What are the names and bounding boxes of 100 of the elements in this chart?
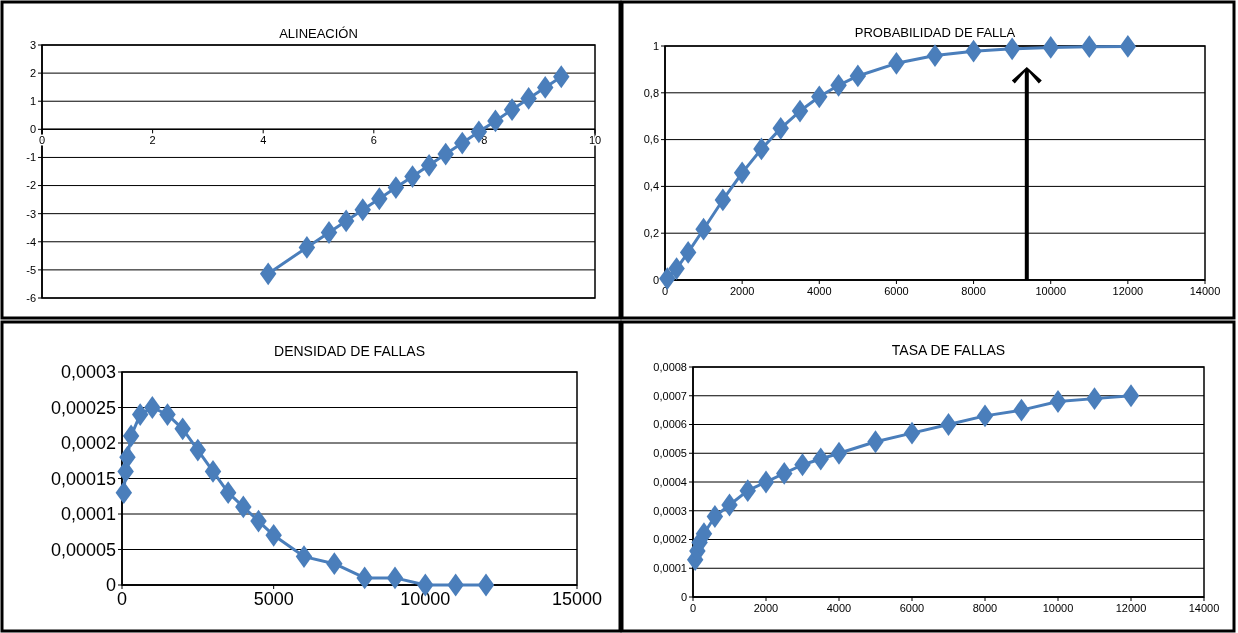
y-tick-label: 0,0002 xyxy=(653,533,687,546)
point xyxy=(371,187,388,211)
point xyxy=(888,51,905,75)
y-tick-label: -5 xyxy=(26,263,36,276)
y-tick-label: 0 xyxy=(105,575,116,596)
point xyxy=(679,240,697,264)
point xyxy=(250,509,267,533)
point xyxy=(295,545,313,568)
point xyxy=(144,396,161,419)
point xyxy=(714,188,732,212)
x-tick-label: 12000 xyxy=(1112,284,1144,297)
point xyxy=(553,65,570,89)
y-tick-label: 0,0001 xyxy=(60,504,116,525)
point xyxy=(1049,390,1067,413)
point xyxy=(337,209,355,233)
y-tick-label: 0,4 xyxy=(643,180,659,193)
y-tick-label: 0,0008 xyxy=(653,360,687,373)
y-tick-label: -6 xyxy=(26,291,36,304)
x-tick-label: 8000 xyxy=(961,284,986,297)
point xyxy=(487,109,504,133)
point xyxy=(965,39,982,63)
point xyxy=(537,76,554,99)
y-tick-label: -1 xyxy=(26,151,36,164)
x-tick-label: 2000 xyxy=(729,284,755,297)
point xyxy=(454,131,471,155)
point xyxy=(354,198,371,222)
y-tick-label: 0,00025 xyxy=(50,397,116,418)
x-tick-label: 15000 xyxy=(551,589,603,610)
y-tick-label: 0 xyxy=(652,273,659,286)
point xyxy=(1042,36,1059,59)
point xyxy=(386,566,404,590)
x-tick-label: 2 xyxy=(149,134,156,147)
x-tick-label: 6000 xyxy=(899,601,925,614)
point xyxy=(265,523,282,547)
y-tick-label: 2 xyxy=(29,66,36,79)
point xyxy=(404,165,421,188)
y-tick-label: 0,0006 xyxy=(653,418,687,431)
point xyxy=(503,98,521,122)
point xyxy=(219,481,237,505)
x-tick-label: 6 xyxy=(370,134,377,147)
x-tick-label: 14000 xyxy=(1188,601,1220,614)
y-tick-label: 0,0003 xyxy=(60,362,116,383)
y-tick-label: 0,0005 xyxy=(653,447,687,460)
x-tick-label: 5000 xyxy=(253,589,294,610)
x-tick-label: 8 xyxy=(481,134,488,147)
point xyxy=(830,441,848,465)
point xyxy=(1086,387,1103,411)
point xyxy=(174,417,191,441)
x-tick-label: 6000 xyxy=(884,284,909,297)
point xyxy=(189,438,207,462)
point xyxy=(668,257,685,280)
point xyxy=(867,430,884,454)
point xyxy=(1122,384,1140,408)
y-tick-label: 3 xyxy=(29,38,36,51)
x-tick-label: 4 xyxy=(260,134,267,147)
point xyxy=(259,262,277,286)
chart-title: TASA DE FALLAS xyxy=(891,342,1006,358)
x-tick-label: 8000 xyxy=(972,601,998,614)
y-tick-label: 1 xyxy=(29,95,36,108)
point xyxy=(695,217,712,241)
point xyxy=(159,403,176,426)
point xyxy=(940,413,957,436)
x-tick-label: 14000 xyxy=(1189,284,1221,297)
point xyxy=(757,470,775,494)
point xyxy=(849,64,867,88)
x-tick-label: 4000 xyxy=(826,601,852,614)
x-tick-label: 10000 xyxy=(1042,601,1074,614)
x-tick-label: 2000 xyxy=(753,601,779,614)
point xyxy=(776,461,793,485)
point xyxy=(326,552,343,576)
point xyxy=(387,176,405,199)
x-tick-label: 12000 xyxy=(1115,601,1147,614)
y-tick-label: 0 xyxy=(29,123,36,136)
point xyxy=(320,221,338,244)
point xyxy=(1119,35,1137,58)
point xyxy=(437,142,454,166)
point xyxy=(520,87,537,110)
y-tick-label: 0,00005 xyxy=(50,539,116,560)
y-tick-label: -4 xyxy=(26,235,36,248)
x-tick-label: 0 xyxy=(689,601,697,614)
point xyxy=(1081,35,1098,59)
y-tick-label: 1 xyxy=(652,39,659,52)
x-tick-label: 10000 xyxy=(400,589,451,610)
y-tick-label: 0,0001 xyxy=(653,562,687,575)
point xyxy=(420,153,438,177)
point xyxy=(356,566,373,590)
y-tick-label: -2 xyxy=(26,179,36,192)
point xyxy=(926,44,944,67)
point xyxy=(131,403,149,426)
point xyxy=(721,493,738,517)
chart-title: PROBABILIDAD DE FALLA xyxy=(854,25,1016,40)
point xyxy=(753,137,770,161)
point xyxy=(794,453,811,477)
x-tick-label: 10000 xyxy=(1035,284,1067,297)
point xyxy=(903,421,921,445)
point xyxy=(976,404,994,428)
point xyxy=(772,116,789,140)
point xyxy=(477,573,495,597)
y-tick-label: 0,0002 xyxy=(60,433,116,454)
point xyxy=(1013,398,1030,422)
